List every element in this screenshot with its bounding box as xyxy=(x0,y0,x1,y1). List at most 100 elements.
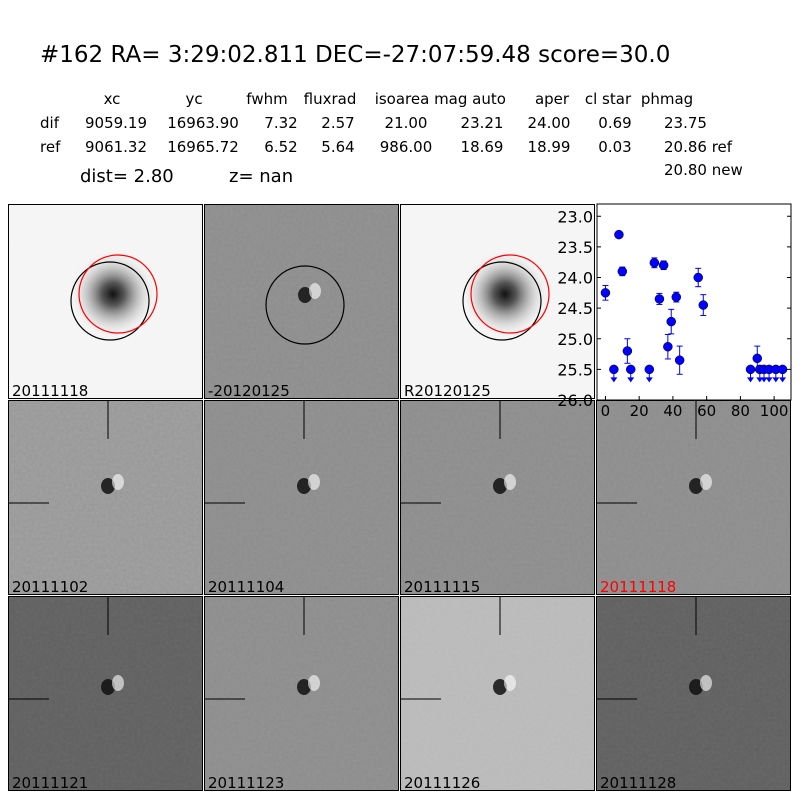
table-cell: 2.57 xyxy=(321,114,355,132)
upper-limit-arrow xyxy=(610,377,618,383)
table-cell: 0.69 xyxy=(598,114,632,132)
x-tick-label: 100 xyxy=(760,402,789,420)
column-header: cl star xyxy=(584,90,632,108)
residual-source xyxy=(297,478,311,494)
image-stamp: 20111128 xyxy=(596,596,791,791)
z-value: z= nan xyxy=(229,166,294,187)
data-point xyxy=(617,266,628,277)
image-stamp: -20120125 xyxy=(204,204,399,399)
data-point xyxy=(614,229,624,240)
data-point xyxy=(666,316,676,327)
table-cell: 5.64 xyxy=(321,138,355,156)
table-cell: 20.86 ref xyxy=(664,138,733,156)
image-stamp: R20120125 xyxy=(400,204,595,399)
aperture-circle xyxy=(462,261,542,341)
image-stamp: 20111104 xyxy=(204,400,399,595)
residual-source xyxy=(297,679,311,695)
x-tick-label: 0 xyxy=(601,402,611,420)
column-header: isoarea xyxy=(374,90,430,108)
light-curve-chart: 23.0 23.5 24.0 24.5 25.0 25.5 26.0 0 20 40 60 80 100 xyxy=(557,203,792,420)
table-cell: 18.99 xyxy=(527,138,571,156)
stamp-date-label: 20111104 xyxy=(208,578,285,595)
table-cell: 21.00 xyxy=(384,114,428,132)
data-point xyxy=(600,288,611,298)
phmag-new: 20.80 new xyxy=(664,161,743,179)
residual-source xyxy=(689,478,703,494)
data-point xyxy=(663,341,673,352)
y-tick-label: 24.5 xyxy=(557,299,593,318)
column-header: mag auto xyxy=(434,90,506,108)
stamp-date-label: -20120125 xyxy=(208,382,290,399)
data-point xyxy=(658,260,669,270)
stamp-date-label: 20111115 xyxy=(404,578,481,595)
residual-source xyxy=(101,679,115,695)
stamp-date-label: 20111118 xyxy=(600,578,677,595)
table-cell: 23.75 xyxy=(664,114,707,132)
upper-limit-point xyxy=(777,364,788,375)
upper-limit-arrow xyxy=(765,377,773,383)
x-tick-label: 40 xyxy=(663,402,682,420)
table-cell: 6.52 xyxy=(264,138,298,156)
column-header: phmag xyxy=(640,90,694,108)
x-tick-label: 20 xyxy=(630,402,649,420)
residual-source xyxy=(101,478,115,494)
data-point xyxy=(671,292,682,302)
image-stamp: 20111123 xyxy=(204,596,399,791)
upper-limit-point xyxy=(625,364,636,375)
data-point xyxy=(649,258,660,268)
column-header: fluxrad xyxy=(303,90,357,108)
table-cell: 16963.90 xyxy=(167,114,239,132)
x-tick-label: 60 xyxy=(697,402,716,420)
data-point xyxy=(752,353,763,364)
stamp-date-label: 20111118 xyxy=(12,382,89,399)
stamp-date-label: R20120125 xyxy=(404,382,491,399)
image-stamp: 20111118 xyxy=(8,204,203,399)
table-cell: 9059.19 xyxy=(84,114,148,132)
upper-limit-arrow xyxy=(747,377,755,383)
table-cell: 16965.72 xyxy=(167,138,239,156)
column-header: aper xyxy=(534,90,570,108)
image-stamp: 20111115 xyxy=(400,400,595,595)
data-point xyxy=(654,294,665,304)
figure-title: #162 RA= 3:29:02.811 DEC=-27:07:59.48 sc… xyxy=(40,42,671,68)
y-tick-label: 26.0 xyxy=(557,391,593,410)
stamp-date-label: 20111123 xyxy=(208,774,285,791)
upper-limit-point xyxy=(609,364,619,375)
column-header: xc xyxy=(103,90,121,108)
image-stamp: 20111102 xyxy=(8,400,203,595)
upper-limit-point xyxy=(644,364,655,375)
data-point xyxy=(693,272,703,283)
table-cell: 986.00 xyxy=(379,138,433,156)
stamp-date-label: 20111102 xyxy=(12,578,89,595)
x-tick-label: 80 xyxy=(731,402,750,420)
aperture-circle xyxy=(78,254,158,334)
upper-limit-arrow xyxy=(760,377,768,383)
aperture-circle xyxy=(265,265,345,345)
row-label: dif xyxy=(40,114,59,132)
stamp-date-label: 20111126 xyxy=(404,774,481,791)
data-point xyxy=(622,346,633,356)
table-cell: 24.00 xyxy=(527,114,571,132)
upper-limit-point xyxy=(745,364,756,375)
y-tick-label: 24.0 xyxy=(557,269,593,288)
dist-value: dist= 2.80 xyxy=(80,166,174,187)
stamp-date-label: 20111121 xyxy=(12,774,89,791)
upper-limit-arrow xyxy=(772,377,780,383)
aperture-circle xyxy=(70,261,150,341)
residual-source xyxy=(493,679,507,695)
row-label: ref xyxy=(40,138,61,156)
table-cell: 23.21 xyxy=(460,114,504,132)
column-header: yc xyxy=(185,90,203,108)
y-tick-label: 25.0 xyxy=(557,330,593,349)
image-stamp: 20111118 xyxy=(596,400,791,595)
image-stamp: 20111126 xyxy=(400,596,595,791)
data-point xyxy=(674,355,685,365)
stamp-date-label: 20111128 xyxy=(600,774,677,791)
y-tick-label: 25.5 xyxy=(557,360,593,379)
y-tick-label: 23.0 xyxy=(557,207,593,226)
image-stamp: 20111121 xyxy=(8,596,203,791)
aperture-circle xyxy=(470,254,550,334)
table-cell: 18.69 xyxy=(460,138,504,156)
y-tick-label: 23.5 xyxy=(557,238,593,257)
